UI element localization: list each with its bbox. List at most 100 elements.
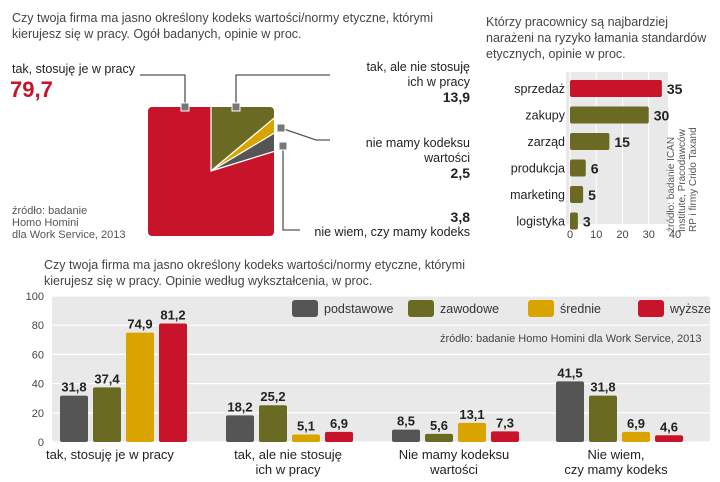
hbar-bar-logistyka — [570, 212, 578, 230]
hbar-value-label: 15 — [614, 134, 630, 150]
hbar-source-line-1: źródło: badanie ICAN — [666, 136, 677, 232]
legend-item-podstawowe: podstawowe — [292, 300, 394, 317]
gbar-bar-wyższe — [491, 431, 519, 442]
pie-label-nie: nie mamy kodeksu wartości 2,5 — [330, 136, 470, 181]
gbar-plot-bg — [52, 296, 710, 442]
pie-slice — [148, 107, 274, 236]
gbar-value-label: 7,3 — [496, 415, 514, 430]
gbar-bar-średnie — [458, 422, 486, 442]
hbar-category-label: zarząd — [527, 135, 565, 149]
gbar-value-label: 5,1 — [297, 419, 315, 434]
gbar-value-label: 31,8 — [61, 380, 86, 395]
gbar-bar-wyższe — [159, 323, 187, 442]
gbar-cat-3-line-1: Nie wiem, — [587, 447, 645, 462]
gbar-bar-wyższe — [325, 431, 353, 442]
gbar-bar-średnie — [126, 332, 154, 442]
legend-label: wyższe — [670, 301, 711, 316]
pie-label-tak: tak, stosuję je w pracy — [12, 62, 135, 76]
pie-leader-ale-marker — [231, 102, 241, 112]
gbar-y-tick: 80 — [32, 320, 44, 332]
gbar-cat-label-1: tak, ale nie stosuję ich w pracy — [218, 447, 358, 477]
hbar-bar-produkcja — [570, 159, 586, 177]
legend-swatch — [638, 300, 664, 317]
gbar-cat-1-line-2: ich w pracy — [255, 462, 321, 477]
pie-title-line-1: Czy twoja firma ma jasno określony kodek… — [12, 11, 433, 25]
hbar-source-rotated: źródło: badanie ICAN Institute, Pracodaw… — [666, 72, 699, 232]
hbar-bar-marketing — [570, 186, 584, 203]
pie-source-line-3: dla Work Service, 2013 — [12, 229, 126, 241]
pie-leader-tak-marker — [180, 102, 190, 112]
gbar-bar-zawodowe — [589, 395, 617, 442]
pie-slice — [210, 107, 274, 172]
hbar-value-label: 35 — [667, 81, 683, 97]
gbar-bar-zawodowe — [259, 405, 287, 442]
gbar-y-tick: 20 — [32, 408, 44, 420]
legend-swatch — [528, 300, 554, 317]
hbar-title-line-1: Którzy pracownicy są najbardziej — [486, 15, 669, 29]
pie-leader-wiem — [282, 146, 300, 231]
hbar-value-label: 5 — [588, 187, 596, 203]
gbar-cat-2-line-2: wartości — [430, 462, 478, 477]
pie-leader-ale — [235, 74, 330, 107]
legend-item-wyższe: wyższe — [638, 300, 711, 317]
hbar-value-label: 30 — [654, 108, 670, 124]
hbar-x-tick: 20 — [616, 229, 628, 241]
hbar-source-line-3: RP i firmy Crido Taxand — [688, 127, 699, 232]
gbar-bar-wyższe — [655, 435, 683, 442]
gbar-y-tick: 60 — [32, 349, 44, 361]
pie-value-wiem: 3,8 — [450, 209, 470, 225]
gbar-value-label: 4,6 — [660, 419, 678, 434]
gbar-cat-label-2: Nie mamy kodeksu wartości — [384, 447, 524, 477]
hbar-x-tick: 0 — [567, 229, 573, 241]
gbar-value-label: 81,2 — [160, 307, 185, 322]
legend-label: średnie — [560, 301, 601, 316]
pie-slice — [210, 107, 274, 172]
legend-item-średnie: średnie — [528, 300, 601, 317]
gbar-bar-podstawowe — [60, 395, 88, 442]
gbar-cat-1-line-1: tak, ale nie stosuję — [234, 447, 342, 462]
hbar-x-tick: 10 — [590, 229, 602, 241]
legend-swatch — [408, 300, 434, 317]
hbar-bar-sprzedaż — [570, 80, 662, 97]
pie-title-line-2: kierujesz się w pracy. Ogół badanych, op… — [12, 27, 302, 41]
gbar-value-label: 31,8 — [590, 380, 615, 395]
pie-chart-title: Czy twoja firma ma jasno określony kodek… — [12, 10, 472, 42]
gbar-bar-zawodowe — [425, 433, 453, 442]
pie-leader-nie — [280, 127, 330, 141]
pie-value-nie: 2,5 — [450, 165, 470, 181]
hbar-category-label: logistyka — [516, 215, 565, 229]
gbar-value-label: 13,1 — [459, 407, 484, 422]
legend-label: podstawowe — [324, 301, 394, 316]
hbar-category-label: sprzedaż — [514, 82, 565, 96]
gbar-cat-0-line-1: tak, stosuję je w pracy — [46, 447, 174, 462]
pie-label-ale: tak, ale nie stosuję ich w pracy 13,9 — [330, 60, 470, 105]
gbar-bar-podstawowe — [226, 415, 254, 442]
hbar-title-line-2: narażeni na ryzyko łamania standardów — [486, 31, 707, 45]
legend-label: zawodowe — [440, 301, 500, 316]
pie-source-line-1: źródło: badanie — [12, 205, 88, 217]
pie-leader-nie-marker — [276, 123, 286, 133]
gbar-y-tick: 100 — [26, 291, 44, 303]
gbar-value-label: 8,5 — [397, 414, 415, 429]
gbar-title-line-1: Czy twoja firma ma jasno określony kodek… — [44, 258, 465, 272]
gbar-y-tick: 40 — [32, 379, 44, 391]
gbar-bar-podstawowe — [392, 429, 420, 442]
hbar-value-label: 3 — [583, 214, 591, 230]
hbar-x-tick: 40 — [669, 229, 681, 241]
pie-label-wiem-text: nie wiem, czy mamy kodeks — [314, 225, 470, 239]
hbar-category-label: produkcja — [511, 162, 565, 176]
hbar-category-label: zakupy — [525, 109, 565, 123]
grouped-bar-chart: 0 20 40 60 80 100 31,8 37,4 74,9 81,2 18,2 25,2 5,1 6… — [26, 291, 710, 449]
pie-source: źródło: badanie Homo Homini dla Work Ser… — [12, 205, 126, 241]
gbar-source: źródło: badanie Homo Homini dla Work Ser… — [440, 333, 702, 345]
pie-source-line-2: Homo Homini — [12, 217, 79, 229]
gbar-bar-podstawowe — [556, 381, 584, 442]
pie-label-ale-line-1: tak, ale nie stosuję — [366, 60, 470, 74]
hbar-x-tick: 30 — [643, 229, 655, 241]
gbar-bar-średnie — [292, 434, 320, 442]
pie-leader-tak — [140, 74, 186, 107]
hbar-bar-zakupy — [570, 106, 649, 124]
pie-label-wiem: 3,8 nie wiem, czy mamy kodeks — [300, 210, 470, 240]
gbar-value-label: 6,9 — [627, 416, 645, 431]
